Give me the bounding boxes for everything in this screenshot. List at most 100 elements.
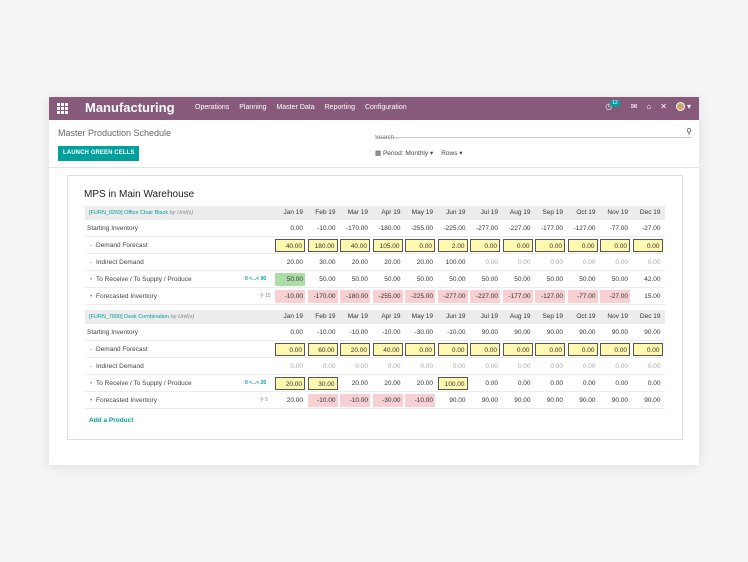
value-cell: 50.00 (481, 276, 498, 283)
editable-cell[interactable]: 0.00 (405, 343, 435, 356)
product-link[interactable]: [FURN_0269] Office Chair Black (89, 210, 169, 216)
value-cell: 90.00 (579, 329, 596, 336)
value-cell: 0.00 (647, 363, 661, 370)
minus-icon: - (90, 242, 93, 249)
safety-stock: ⚲ 5 (260, 397, 268, 403)
value-cell: 20.00 (286, 397, 303, 404)
menu-master-data[interactable]: Master Data (276, 104, 315, 111)
search-icon[interactable]: ⚲ (686, 127, 692, 136)
value-cell: 0.00 (615, 363, 628, 370)
activity-badge: 12 (610, 100, 620, 107)
launch-green-cells-button[interactable]: LAUNCH GREEN CELLS (58, 146, 140, 161)
editable-cell[interactable]: 180.00 (307, 239, 338, 252)
close-icon[interactable]: ✕ (660, 102, 667, 111)
activity-clock-icon[interactable]: ◷ 12 (605, 100, 620, 111)
month-header: Dec 19 (639, 313, 661, 320)
rows-filter-dropdown[interactable]: Rows ▾ (441, 149, 462, 157)
editable-cell[interactable]: 0.00 (535, 343, 565, 356)
editable-cell[interactable]: 0.00 (567, 239, 598, 252)
caret-down-icon: ▾ (459, 150, 463, 157)
editable-cell[interactable]: 0.00 (567, 343, 598, 356)
editable-cell[interactable]: 60.00 (307, 343, 338, 356)
value-cell: -227.00 (508, 225, 531, 232)
month-header: Feb 19 (315, 209, 336, 216)
editable-cell[interactable]: 0.00 (470, 239, 500, 252)
menu-planning[interactable]: Planning (239, 104, 267, 111)
month-header: Sep 19 (542, 313, 563, 320)
editable-cell[interactable]: 0.00 (502, 239, 533, 252)
value-cell: -255.00 (372, 290, 403, 303)
safety-range[interactable]: 0 <...< 20 (245, 380, 266, 386)
period-filter-label: Period: Monthly (382, 150, 429, 157)
month-header: Feb 19 (315, 313, 336, 320)
editable-cell[interactable]: 0.00 (405, 239, 435, 252)
control-panel: Master Production Schedule LAUNCH GREEN … (49, 120, 699, 168)
search-input[interactable] (375, 132, 675, 144)
value-cell: -10.00 (340, 394, 370, 407)
editable-cell[interactable]: 20.00 (275, 377, 305, 390)
editable-cell[interactable]: 2.00 (437, 239, 468, 252)
value-cell: -10.00 (382, 329, 401, 336)
extra-text: 0 <...< 90 (245, 276, 267, 282)
value-cell: 0.00 (550, 363, 563, 370)
caret-down-icon: ▾ (429, 150, 434, 157)
home-icon[interactable]: ⌂ (646, 102, 652, 111)
editable-cell[interactable]: 0.00 (600, 239, 630, 252)
month-header: Nov 19 (607, 209, 628, 216)
editable-cell[interactable]: 0.00 (437, 343, 468, 356)
menu-reporting[interactable]: Reporting (324, 104, 355, 111)
editable-cell[interactable]: 20.00 (340, 343, 370, 356)
menu-operations[interactable]: Operations (195, 104, 230, 111)
user-menu[interactable]: ▾ (675, 102, 691, 111)
value-cell: 90.00 (611, 397, 628, 404)
editable-cell[interactable]: 0.00 (535, 239, 565, 252)
editable-cell[interactable]: 40.00 (275, 239, 305, 252)
editable-cell[interactable]: 0.00 (502, 343, 533, 356)
product-header-row: [FURN_7800] Desk Combination by Unit(s) J… (85, 310, 665, 324)
product-header-row: [FURN_0269] Office Chair Black by Unit(s… (85, 206, 665, 220)
editable-cell[interactable]: 40.00 (340, 239, 370, 252)
caret-down-icon: ▾ (686, 102, 691, 111)
editable-cell[interactable]: 0.00 (275, 343, 305, 356)
editable-cell[interactable]: 0.00 (600, 343, 630, 356)
menu-configuration[interactable]: Configuration (364, 104, 407, 111)
value-cell: 90.00 (449, 397, 466, 404)
value-cell: 90.00 (611, 329, 628, 336)
value-cell: 30.00 (319, 259, 336, 266)
row-label: - Demand Forecast (90, 242, 148, 249)
value-cell: 0.00 (517, 259, 531, 266)
apps-grid-icon[interactable] (57, 103, 68, 114)
editable-cell[interactable]: 0.00 (632, 343, 663, 356)
editable-cell[interactable]: 105.00 (372, 239, 403, 252)
value-cell: 42.00 (644, 276, 661, 283)
app-window: Manufacturing Operations Planning Master… (49, 97, 699, 465)
editable-cell[interactable]: 0.00 (632, 239, 663, 252)
month-header: Jan 19 (283, 209, 303, 216)
mps-row: - Demand Forecast 0.00 60.00 20.00 40.00 0.00 0… (85, 341, 665, 358)
value-cell: 0.00 (582, 363, 596, 370)
row-label-text: Indirect Demand (96, 259, 144, 266)
value-cell: 90.00 (514, 329, 531, 336)
app-brand[interactable]: Manufacturing (85, 100, 175, 115)
equals-icon: • (90, 293, 93, 300)
row-label-text: Starting Inventory (87, 225, 138, 232)
editable-cell[interactable]: 0.00 (470, 343, 500, 356)
add-product-link[interactable]: Add a Product (89, 417, 134, 424)
row-label: - Indirect Demand (90, 363, 144, 370)
value-cell: 0.00 (355, 363, 368, 370)
editable-cell[interactable]: 100.00 (437, 377, 468, 390)
mps-row: Starting Inventory 0.00 -10.00 -170.00 -180.… (85, 220, 665, 237)
value-cell: -177.00 (502, 290, 533, 303)
sheet-title: MPS in Main Warehouse (84, 189, 195, 200)
safety-range[interactable]: 0 <...< 90 (245, 276, 266, 282)
month-header: Aug 19 (509, 313, 531, 320)
chat-bubbles-icon[interactable]: ✉ (630, 102, 638, 111)
period-filter-dropdown[interactable]: ▦ Period: Monthly ▾ (375, 149, 433, 157)
plus-icon: • (90, 380, 93, 387)
value-cell: 90.00 (644, 329, 661, 336)
product-link[interactable]: [FURN_7800] Desk Combination (89, 314, 170, 320)
editable-cell[interactable]: 40.00 (372, 343, 403, 356)
editable-cell[interactable]: 30.00 (307, 377, 338, 390)
value-cell: -180.00 (340, 290, 370, 303)
month-header: Jul 19 (480, 313, 498, 320)
